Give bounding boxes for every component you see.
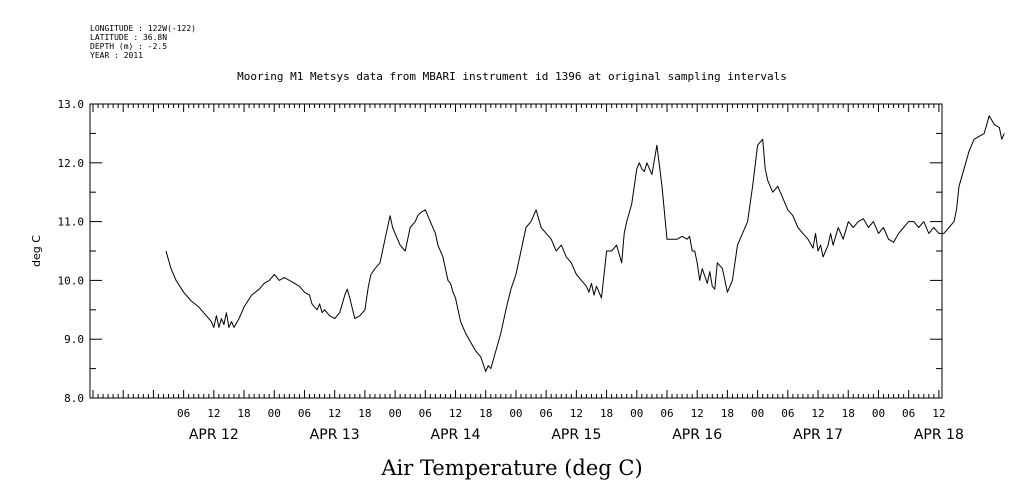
x-tick-label: 06 — [298, 407, 311, 420]
x-day-label: APR 15 — [551, 427, 601, 443]
plot-frame — [89, 103, 943, 399]
x-tick-label: 06 — [660, 407, 673, 420]
x-tick-label: 12 — [449, 407, 462, 420]
x-tick-label: 06 — [781, 407, 794, 420]
x-tick-label: 00 — [388, 407, 401, 420]
x-axis: 06 12 18 00 06 12 18 00 06 12 18 00 06 12 18 00 06 12 18 00… — [92, 104, 964, 443]
x-tick-label: 06 — [177, 407, 190, 420]
y-axis-label: deg C — [30, 235, 43, 267]
x-tick-label: 00 — [509, 407, 522, 420]
y-tick-label: 13.0 — [58, 98, 85, 111]
x-tick-label: 00 — [268, 407, 281, 420]
x-tick-label: 12 — [328, 407, 341, 420]
series-group — [165, 115, 1005, 372]
x-axis-label: Air Temperature (deg C) — [380, 456, 642, 480]
x-tick-label: 06 — [419, 407, 432, 420]
x-day-label: APR 18 — [914, 427, 964, 443]
meta-longitude: LONGITUDE : 122W(-122) — [90, 24, 196, 33]
y-tick-label: 11.0 — [58, 216, 85, 229]
x-day-label: APR 14 — [431, 427, 481, 443]
y-tick-label: 9.0 — [64, 333, 84, 346]
meta-depth: DEPTH (m) : -2.5 — [90, 42, 167, 51]
x-day-label: APR 16 — [672, 427, 722, 443]
x-day-label: APR 13 — [310, 427, 360, 443]
x-tick-label: 18 — [237, 407, 250, 420]
x-tick-label: 18 — [479, 407, 492, 420]
x-tick-label: 12 — [207, 407, 220, 420]
x-day-label: APR 12 — [189, 427, 239, 443]
meta-latitude: LATITUDE : 36.8N — [90, 33, 167, 42]
x-tick-label: 06 — [902, 407, 915, 420]
y-axis: 8.0 9.0 10.0 11.0 12.0 13.0 — [58, 98, 942, 405]
x-tick-label: 00 — [751, 407, 764, 420]
x-tick-label: 00 — [872, 407, 885, 420]
series-line-air-temperature — [165, 115, 1005, 372]
x-tick-label: 00 — [630, 407, 643, 420]
meta-year: YEAR : 2011 — [90, 51, 143, 60]
x-tick-label: 12 — [932, 407, 945, 420]
y-tick-label: 12.0 — [58, 157, 85, 170]
x-tick-label: 18 — [358, 407, 371, 420]
x-day-label: APR 17 — [793, 427, 843, 443]
x-tick-label: 18 — [842, 407, 855, 420]
x-tick-label: 12 — [811, 407, 824, 420]
x-tick-label: 18 — [600, 407, 613, 420]
y-tick-label: 8.0 — [64, 392, 84, 405]
x-tick-label: 12 — [691, 407, 704, 420]
x-tick-label: 18 — [721, 407, 734, 420]
y-tick-label: 10.0 — [58, 274, 85, 287]
x-tick-label: 12 — [570, 407, 583, 420]
chart-title: Mooring M1 Metsys data from MBARI instru… — [237, 70, 787, 83]
metadata-block: LONGITUDE : 122W(-122) LATITUDE : 36.8N … — [90, 24, 196, 60]
x-tick-label: 06 — [540, 407, 553, 420]
